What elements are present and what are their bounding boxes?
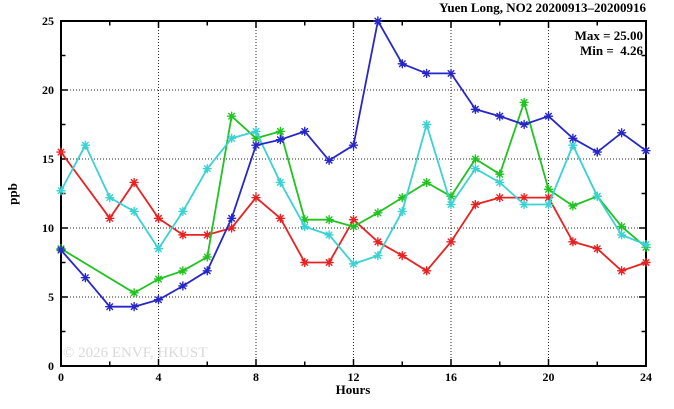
watermark: © 2026 ENVF, HKUST xyxy=(63,345,207,361)
y-tick-label: 15 xyxy=(42,152,54,166)
x-tick-label: 20 xyxy=(543,370,555,384)
x-tick-label: 8 xyxy=(253,370,259,384)
y-tick-label: 0 xyxy=(48,359,54,373)
x-tick-label: 16 xyxy=(445,370,457,384)
legend-max-label: Max = 25.00 xyxy=(575,28,643,43)
legend-min-label: Min = 4.26 xyxy=(580,43,644,58)
x-tick-label: 24 xyxy=(640,370,652,384)
plot-area: 0 4 8 12 16 20 24 0 5 10 15 20 25 xyxy=(42,14,652,384)
x-axis-label: Hours xyxy=(336,382,371,397)
series-markers-day-4-blue xyxy=(56,16,651,312)
x-tick-label: 12 xyxy=(348,370,360,384)
y-axis-label: ppb xyxy=(5,183,20,205)
series-markers-day-1-red xyxy=(56,147,651,276)
y-tick-label: 20 xyxy=(42,83,54,97)
series-markers-day-3-cyan xyxy=(56,119,651,269)
x-tick-label: 4 xyxy=(156,370,162,384)
x-tick-label: 0 xyxy=(58,370,64,384)
y-tick-label: 25 xyxy=(42,14,54,28)
y-tick-label: 10 xyxy=(42,221,54,235)
y-tick-label: 5 xyxy=(48,290,54,304)
chart-title: Yuen Long, NO2 20200913–20200916 xyxy=(439,0,646,15)
